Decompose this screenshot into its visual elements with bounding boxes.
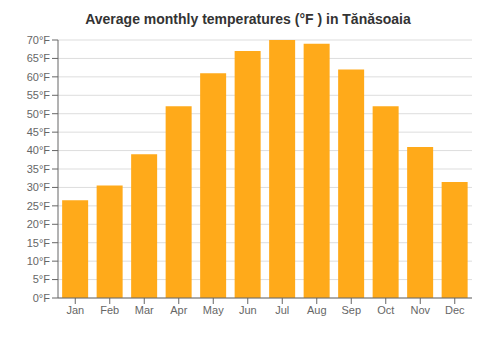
svg-text:15°F: 15°F: [27, 237, 51, 249]
svg-text:Jul: Jul: [275, 304, 289, 316]
svg-text:Mar: Mar: [135, 304, 154, 316]
svg-text:45°F: 45°F: [27, 126, 51, 138]
svg-text:Nov: Nov: [410, 304, 430, 316]
svg-text:Feb: Feb: [100, 304, 119, 316]
svg-text:Dec: Dec: [445, 304, 465, 316]
svg-text:0°F: 0°F: [33, 292, 51, 304]
html-text:Average monthly temperatures (: Average monthly temperatures (°F ) in Tă…: [85, 11, 411, 27]
svg-text:Jan: Jan: [66, 304, 84, 316]
svg-text:50°F: 50°F: [27, 108, 51, 120]
svg-text:70°F: 70°F: [27, 34, 51, 46]
svg-text:30°F: 30°F: [27, 181, 51, 193]
svg-text:25°F: 25°F: [27, 200, 51, 212]
svg-text:65°F: 65°F: [27, 52, 51, 64]
svg-text:May: May: [203, 304, 224, 316]
svg-text:60°F: 60°F: [27, 71, 51, 83]
svg-text:Oct: Oct: [377, 304, 394, 316]
svg-text:40°F: 40°F: [27, 144, 51, 156]
svg-text:Aug: Aug: [307, 304, 327, 316]
svg-text:55°F: 55°F: [27, 89, 51, 101]
svg-text:Jun: Jun: [239, 304, 257, 316]
svg-text:10°F: 10°F: [27, 255, 51, 267]
svg-text:20°F: 20°F: [27, 218, 51, 230]
svg-text:Apr: Apr: [170, 304, 187, 316]
svg-text:5°F: 5°F: [33, 273, 51, 285]
svg-text:Sep: Sep: [341, 304, 361, 316]
svg-text:35°F: 35°F: [27, 163, 51, 175]
